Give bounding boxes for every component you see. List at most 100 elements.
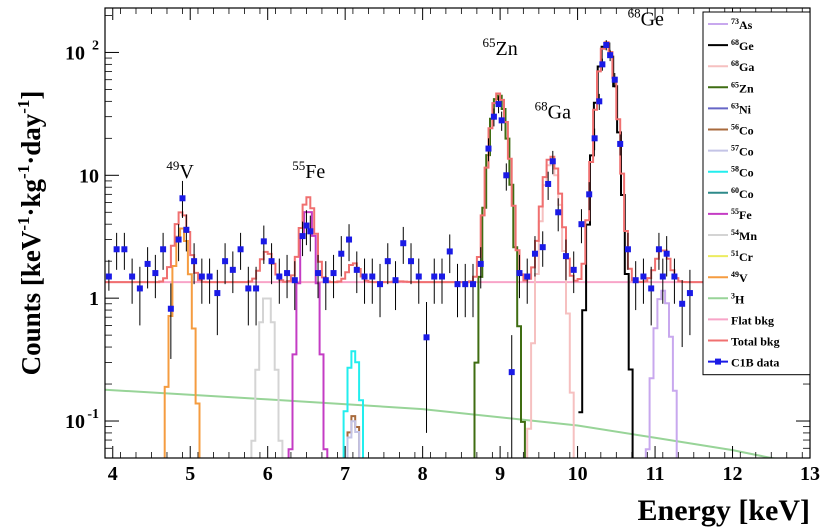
x-tick-label: 6	[263, 463, 273, 485]
svg-text:51Cr: 51Cr	[731, 249, 754, 264]
data-point	[191, 243, 198, 285]
data-point	[469, 263, 476, 318]
svg-text:56Co: 56Co	[731, 123, 754, 138]
data-point	[284, 254, 291, 299]
legend-entry: 3H	[708, 291, 745, 306]
y-tick-exponent: -1	[87, 407, 99, 422]
data-point	[663, 236, 670, 277]
data-point	[640, 258, 647, 304]
y-tick-label: 1	[89, 288, 99, 310]
data-point	[415, 258, 422, 304]
peak-annotation: 55Fe	[292, 158, 325, 183]
data-point	[611, 73, 618, 88]
peak-annotation: 49V	[166, 158, 194, 183]
svg-text:60Co: 60Co	[731, 186, 754, 201]
svg-text:68Ge: 68Ge	[731, 38, 754, 53]
data-point	[183, 214, 190, 252]
data-point	[607, 49, 614, 62]
data-point	[291, 261, 298, 311]
data-point	[498, 111, 505, 131]
data-point	[160, 232, 167, 270]
data-point	[322, 261, 329, 311]
data-point	[105, 259, 112, 291]
y-axis-label: Counts [keV-1·kg-1·day-1]	[14, 91, 46, 376]
peak-v-49	[163, 227, 201, 458]
x-tick-label: 9	[495, 463, 505, 485]
data-point	[198, 258, 205, 304]
svg-text:68Ga: 68Ga	[731, 59, 754, 74]
data-point	[586, 182, 593, 211]
data-point	[175, 224, 182, 262]
data-point	[549, 150, 556, 175]
data-point	[423, 302, 430, 433]
legend-entry: 49V	[708, 270, 748, 285]
data-point	[229, 251, 236, 294]
data-point	[245, 266, 252, 326]
svg-text:3H: 3H	[731, 291, 745, 306]
peak-annotation: 68Ga	[535, 98, 571, 123]
data-layer	[105, 40, 693, 458]
data-point	[591, 128, 598, 151]
data-point	[503, 163, 510, 191]
y-tick-label: 10	[65, 411, 85, 433]
data-point	[578, 209, 585, 244]
legend-entry: 73As	[708, 17, 753, 32]
legend-entry: 60Co	[708, 186, 754, 201]
data-point	[113, 232, 120, 270]
svg-text:65Zn: 65Zn	[731, 80, 754, 95]
data-point	[330, 254, 337, 299]
svg-text:73As: 73As	[731, 17, 753, 32]
data-point	[632, 261, 639, 311]
legend: 73As 68Ge 68Ga 65Zn 63Ni 56Co 57Co 58Co 60Co 55Fe…	[702, 11, 811, 376]
x-tick-label: 4	[108, 463, 118, 485]
annotation-layer: 49V 55Fe 65Zn 68Ga 68Ge	[166, 6, 664, 183]
data-point	[214, 269, 221, 336]
svg-text:54Mn: 54Mn	[731, 228, 757, 243]
peak-annotation: 68Ge	[628, 6, 664, 31]
data-point	[369, 258, 376, 304]
data-point	[353, 251, 360, 294]
data-point	[570, 251, 577, 294]
data-point	[679, 280, 686, 348]
legend-entry: 65Zn	[708, 80, 754, 95]
legend-entry: 55Fe	[708, 207, 752, 222]
data-point	[485, 138, 492, 162]
data-point	[655, 232, 662, 270]
data-point	[303, 210, 310, 246]
x-tick-label: 12	[723, 463, 743, 485]
peak-annotation: 65Zn	[483, 35, 518, 60]
data-point	[617, 134, 624, 156]
data-point	[361, 258, 368, 304]
data-point	[686, 269, 693, 336]
data-point	[508, 335, 515, 458]
svg-text:63Ni: 63Ni	[731, 101, 752, 116]
data-point	[454, 263, 461, 318]
data-point	[136, 266, 143, 326]
legend-entry: 54Mn	[708, 228, 757, 243]
data-point	[596, 93, 603, 111]
data-point	[439, 258, 446, 304]
data-point	[446, 234, 453, 274]
legend-entry: 51Cr	[708, 249, 754, 264]
peak-mn-54	[250, 297, 284, 458]
data-point	[392, 261, 399, 311]
data-point	[144, 247, 151, 289]
data-point	[237, 232, 244, 270]
x-axis-label: Energy [keV]	[638, 494, 810, 527]
svg-text:C1B data: C1B data	[731, 356, 779, 370]
peak-co-57	[346, 420, 361, 458]
data-point	[545, 171, 552, 200]
peak-as-73	[644, 289, 678, 458]
data-point	[129, 258, 136, 304]
peak-co-58	[342, 350, 364, 458]
data-point	[299, 221, 306, 257]
svg-text:49V: 49V	[731, 270, 748, 285]
data-point	[624, 232, 631, 270]
data-point	[462, 263, 469, 318]
y-tick-label: 10	[79, 165, 99, 187]
data-point	[315, 254, 322, 299]
data-point	[659, 258, 666, 304]
data-point	[562, 239, 569, 281]
